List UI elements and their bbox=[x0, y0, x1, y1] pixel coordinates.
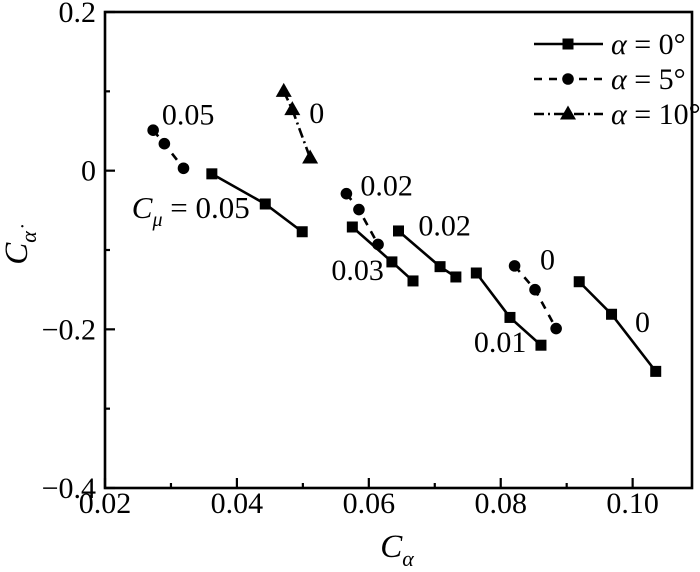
triangle-marker bbox=[284, 101, 301, 116]
legend-label: α = 0° bbox=[611, 28, 686, 61]
series-alpha5-cmu0.02 bbox=[340, 187, 384, 251]
circle-marker bbox=[340, 187, 353, 200]
cmu-value-annotation: 0 bbox=[635, 306, 650, 339]
square-marker bbox=[606, 308, 618, 320]
circle-marker bbox=[529, 283, 541, 296]
x-tick-label: 0.02 bbox=[79, 487, 132, 520]
y-tick-label: 0.2 bbox=[59, 0, 97, 29]
circle-marker bbox=[550, 322, 562, 335]
legend-item-2: α = 5° bbox=[534, 63, 686, 96]
square-marker bbox=[650, 365, 662, 377]
circle-marker bbox=[353, 203, 365, 216]
triangle-marker bbox=[302, 149, 319, 164]
legend-item-1: α = 0° bbox=[534, 28, 686, 61]
series-alpha0-cmu0.02 bbox=[393, 225, 462, 283]
square-marker bbox=[434, 261, 446, 273]
square-marker bbox=[573, 276, 585, 288]
x-axis-label: Cα bbox=[380, 529, 414, 571]
square-marker bbox=[386, 256, 398, 268]
series-alpha0-cmu0.03 bbox=[346, 221, 419, 287]
series-line bbox=[152, 129, 185, 170]
series-alpha0-cmu0.05 bbox=[206, 168, 308, 238]
square-marker bbox=[535, 339, 547, 351]
axis-ticks bbox=[103, 10, 634, 490]
cmu-value-annotation: 0 bbox=[309, 97, 324, 130]
y-axis-label: Cα̇ bbox=[0, 224, 41, 265]
legend: α = 0°α = 5°α = 10° bbox=[534, 28, 700, 131]
x-tick-label: 0.08 bbox=[474, 487, 527, 520]
square-marker bbox=[259, 198, 271, 210]
square-marker bbox=[504, 311, 516, 323]
square-marker bbox=[296, 226, 308, 238]
series-alpha5-cmu0.05 bbox=[147, 124, 190, 175]
square-marker bbox=[470, 267, 482, 279]
cmu-value-annotation: 0.02 bbox=[418, 209, 471, 242]
cmu-value-annotation: 0.05 bbox=[162, 98, 215, 131]
legend-item-3: α = 10° bbox=[534, 98, 700, 131]
cmu-value-annotation: 0.03 bbox=[331, 254, 384, 287]
cmu-value-annotation: 0 bbox=[540, 244, 555, 277]
circle-marker bbox=[147, 124, 159, 137]
circle-marker bbox=[562, 73, 574, 85]
cmu-value-annotation: 0.02 bbox=[360, 170, 413, 203]
tick-labels: 0.02 0.04 0.06 0.08 0.10 0.2 0 −0.2 −0.4 bbox=[42, 0, 659, 520]
series-alpha10-cmu0 bbox=[275, 82, 319, 164]
series-line bbox=[282, 90, 312, 159]
square-marker bbox=[407, 275, 419, 287]
cmu-equals-annotation: Cμ = 0.05 bbox=[132, 190, 250, 231]
plot-border bbox=[103, 10, 694, 490]
legend-label: α = 10° bbox=[611, 98, 700, 131]
y-tick-label: 0 bbox=[81, 155, 96, 188]
legend-label: α = 5° bbox=[611, 63, 686, 96]
square-marker bbox=[346, 221, 358, 233]
y-tick-label: −0.2 bbox=[42, 313, 96, 346]
x-tick-label: 0.04 bbox=[211, 487, 264, 520]
circle-marker bbox=[508, 260, 521, 272]
x-tick-label: 0.06 bbox=[343, 487, 396, 520]
x-tick-label: 0.10 bbox=[606, 487, 659, 520]
series-alpha0-cmu0 bbox=[573, 276, 662, 377]
triangle-marker bbox=[560, 105, 576, 120]
circle-marker bbox=[177, 162, 190, 175]
series-alpha5-cmu0 bbox=[508, 260, 562, 335]
circle-marker bbox=[372, 238, 384, 251]
series-alpha0-cmu0.01 bbox=[470, 267, 547, 351]
y-tick-label: −0.4 bbox=[42, 472, 96, 505]
triangle-marker bbox=[275, 82, 292, 97]
square-marker bbox=[206, 168, 218, 180]
circle-marker bbox=[158, 137, 171, 150]
square-marker bbox=[450, 271, 462, 283]
cmu-value-annotation: 0.01 bbox=[474, 326, 527, 359]
square-marker bbox=[393, 225, 404, 237]
square-marker bbox=[562, 38, 574, 50]
